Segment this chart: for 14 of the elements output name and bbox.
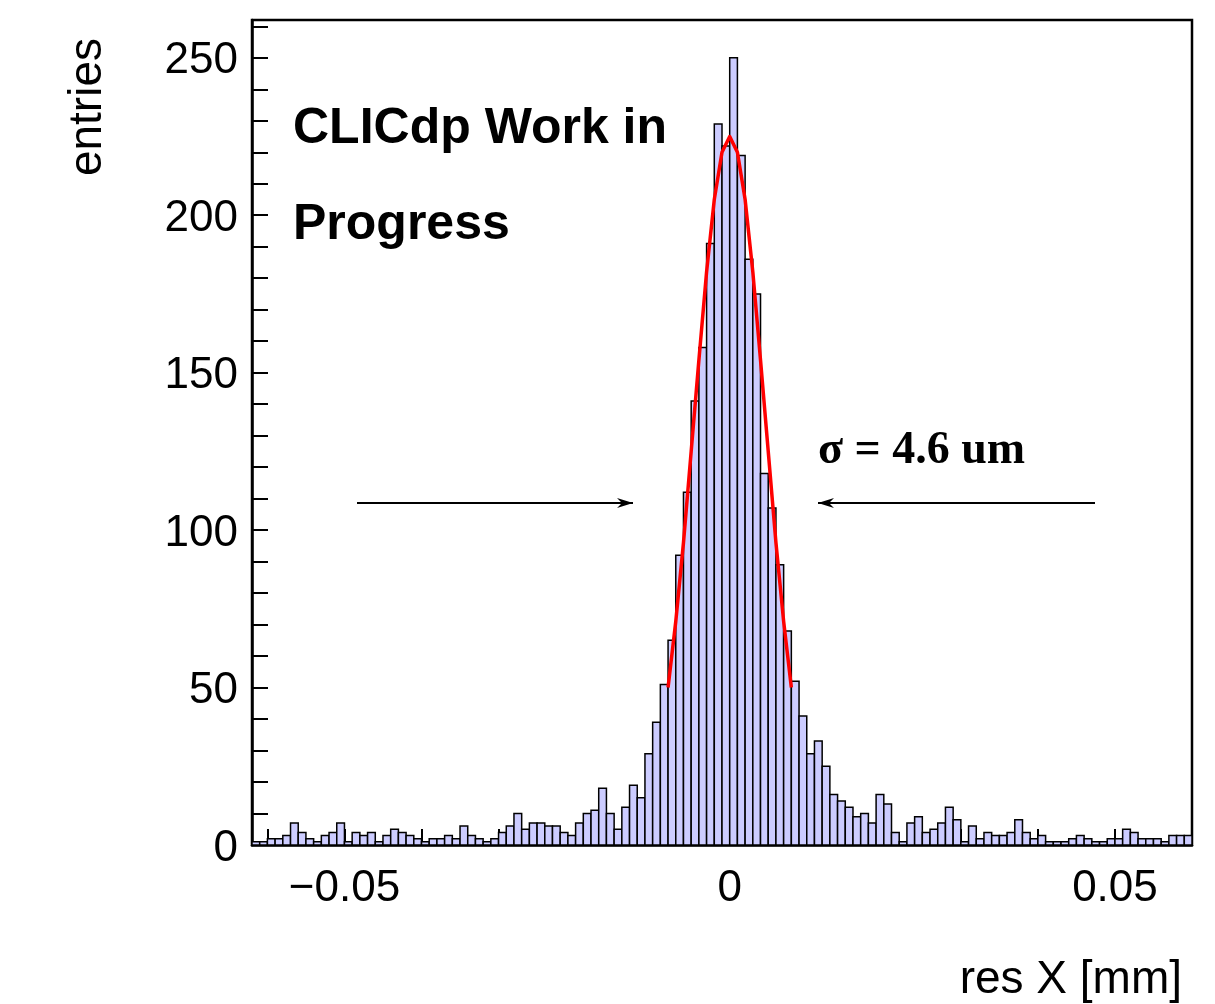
x-axis-title: res X [mm] [959,951,1182,1003]
y-tick-label: 0 [213,820,238,870]
annotation: σ = 4.6 um [818,421,1026,473]
y-tick-label: 100 [164,505,238,555]
y-axis-title: entries [59,38,111,177]
y-tick-label: 50 [189,663,238,713]
x-tick-label: 0 [717,860,742,910]
y-tick-label: 200 [164,190,238,240]
line-series [666,134,794,690]
x-tick-label: −0.05 [288,860,401,910]
y-tick-label: 250 [164,33,238,83]
y-tick-label: 150 [164,348,238,398]
annotation: CLICdp Work in Progress [293,98,681,250]
x-tick-label: 0.05 [1072,860,1158,910]
